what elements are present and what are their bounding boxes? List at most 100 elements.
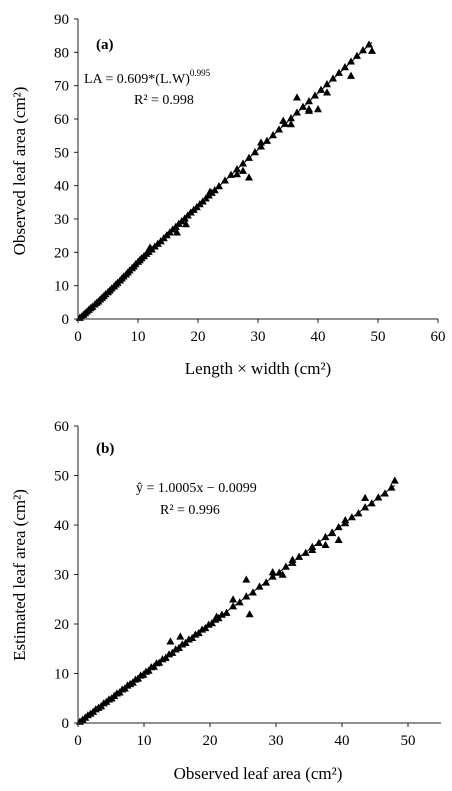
panel-b-data-point <box>176 632 185 640</box>
panel-b-data-point <box>281 562 290 570</box>
panel-a-data-point <box>335 68 343 76</box>
panel-b-x-tick-label: 40 <box>335 733 350 749</box>
panel-b-x-tick-label: 30 <box>269 733 284 749</box>
panel-a-data-point <box>329 74 337 82</box>
panel-b-x-tick-label: 10 <box>137 733 152 749</box>
panel-b-y-tick-label: 40 <box>54 518 69 534</box>
panel-b-data-point <box>321 540 330 548</box>
panel-b-data-point <box>229 602 238 610</box>
panel-b-data-point <box>288 555 297 563</box>
panel-a-data-point <box>210 186 219 194</box>
panel-a-r2: R² = 0.998 <box>134 93 194 108</box>
panel-b-data-point <box>328 528 337 536</box>
panel-a-xlabel: Length × width (cm²) <box>185 359 331 378</box>
panel-a-y-tick-label: 20 <box>54 245 69 261</box>
panel-a-y-tick-label: 40 <box>54 179 69 195</box>
panel-b-y-tick-label: 60 <box>54 419 69 435</box>
panel-a-label: (a) <box>96 37 114 53</box>
panel-b-data-point <box>229 595 238 603</box>
panel-b-data-point <box>278 570 287 578</box>
panel-a-data-point <box>368 46 376 54</box>
panel-b-data-point <box>268 568 277 576</box>
panel-b-data-point <box>217 610 226 618</box>
panel-a-y-tick-label: 90 <box>54 12 69 28</box>
panel-b-y-tick-label: 50 <box>54 469 69 485</box>
panel-a-data-point <box>257 142 265 150</box>
panel-b-data-point <box>387 483 396 491</box>
panel-b-data-point <box>374 493 383 501</box>
panel-a-data-point <box>206 187 214 195</box>
panel-a-data-point <box>287 114 295 122</box>
panel-a-equation-exponent: 0.995 <box>190 68 211 78</box>
panel-a-data-point <box>279 116 288 124</box>
panel-a-data-point <box>245 173 253 181</box>
panel-b-data-point <box>314 538 323 547</box>
panel-a-data-point <box>251 148 259 156</box>
panel-b-x-tick-label: 50 <box>401 733 416 749</box>
panel-a-data-point <box>146 243 154 251</box>
panel-b: Estimated leaf area (cm²) Observed leaf … <box>10 419 441 783</box>
panel-a-x-tick-label: 60 <box>431 329 446 345</box>
panel-a-data-point <box>221 176 229 184</box>
panel-b-data-point <box>268 572 277 580</box>
panel-b-label: (b) <box>96 441 114 457</box>
panel-b-data-point <box>222 608 231 616</box>
panel-a-data-point <box>269 131 277 139</box>
panel-b-data-point <box>242 592 251 600</box>
panel-a-data-point <box>287 120 295 128</box>
panel-a-data-point <box>323 80 331 88</box>
panel-b-data-point <box>255 582 264 590</box>
panel-b-data-point <box>341 516 350 524</box>
panel-a-data-point <box>227 170 235 178</box>
panel-a-data-point <box>299 102 307 110</box>
panel-b-data-point <box>390 476 399 484</box>
panel-b-y-tick-label: 10 <box>54 667 69 683</box>
panel-a-data-point <box>347 57 355 65</box>
panel-b-data-point <box>367 499 376 507</box>
panel-b-x-tick-label: 0 <box>74 733 82 749</box>
panel-b-xlabel: Observed leaf area (cm²) <box>174 764 343 783</box>
panel-a-data-point <box>305 97 313 105</box>
panel-a-data-point <box>239 159 247 167</box>
panel-a-data-point <box>323 88 331 96</box>
panel-b-r2: R² = 0.996 <box>160 503 220 518</box>
panel-b-data-point <box>321 532 330 541</box>
panel-a-y-tick-label: 50 <box>54 145 69 161</box>
panel-b-data-point <box>295 552 304 560</box>
panel-a-data-point <box>314 105 322 113</box>
panel-a-data-point <box>173 228 181 236</box>
panel-b-data-point <box>334 535 343 544</box>
panel-a-data-point <box>275 125 283 133</box>
panel-b-data-point <box>334 522 343 531</box>
panel-b-x-tick-label: 20 <box>203 733 218 749</box>
panel-a-data-point <box>215 182 223 190</box>
panel-a-x-tick-label: 0 <box>74 329 82 345</box>
panel-a-y-tick-label: 0 <box>62 312 70 328</box>
panel-a-x-tick-label: 20 <box>191 329 206 345</box>
panel-a-data-point <box>245 153 253 161</box>
panel-a-data-point <box>365 40 373 48</box>
panel-a-data-point <box>317 85 325 93</box>
panel-a-data-point <box>347 71 355 79</box>
panel-a-data-point <box>293 93 301 101</box>
panel-a-data-point <box>305 106 313 114</box>
panel-b-y-tick-label: 20 <box>54 617 69 633</box>
panel-a-ylabel: Observed leaf area (cm²) <box>10 87 29 256</box>
panel-a-y-tick-label: 10 <box>54 279 69 295</box>
panel-b-data-point <box>308 545 317 553</box>
panel-a-data-point <box>263 136 271 144</box>
panel-a-x-tick-label: 10 <box>131 329 146 345</box>
panel-a-equation-main: LA = 0.609*(L.W) <box>84 72 190 87</box>
panel-b-data-point <box>361 503 370 511</box>
panel-b-data-point <box>301 548 310 556</box>
panel-a-y-tick-label: 70 <box>54 79 69 95</box>
panel-a-data-point <box>341 63 349 71</box>
panel-a-data-point <box>257 138 265 146</box>
panel-a-data-point <box>311 91 319 99</box>
panel-b-data-point <box>212 612 221 620</box>
panel-a-y-tick-label: 60 <box>54 112 69 128</box>
panel-a-data-point <box>233 165 241 173</box>
panel-b-equation: ŷ = 1.0005x − 0.0099 <box>136 481 257 496</box>
panel-a-data-point <box>353 51 361 59</box>
panel-a-data-point <box>233 170 241 178</box>
